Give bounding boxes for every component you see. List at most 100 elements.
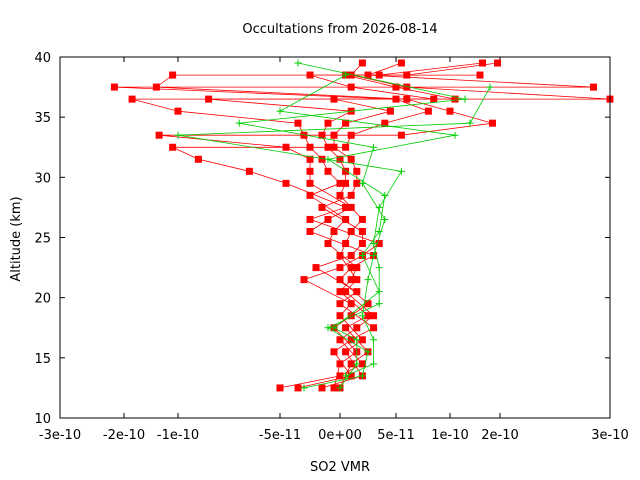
data-point bbox=[347, 336, 355, 344]
data-point bbox=[342, 372, 350, 380]
data-point bbox=[375, 264, 383, 272]
data-point bbox=[336, 300, 344, 308]
data-point bbox=[347, 155, 355, 163]
data-point bbox=[342, 119, 350, 127]
data-point bbox=[342, 71, 350, 79]
data-point bbox=[300, 384, 308, 392]
x-tick-label: -5e-11 bbox=[259, 428, 301, 443]
x-tick-label: 3e-10 bbox=[591, 428, 629, 443]
y-tick-label: 35 bbox=[34, 111, 51, 126]
data-point bbox=[353, 179, 361, 187]
y-tick-label: 30 bbox=[34, 171, 51, 186]
data-point bbox=[324, 215, 332, 223]
data-point bbox=[245, 167, 253, 175]
data-point bbox=[342, 179, 350, 187]
data-point bbox=[358, 215, 366, 223]
data-point bbox=[342, 288, 350, 296]
data-point bbox=[324, 324, 332, 332]
data-point bbox=[358, 336, 366, 344]
data-point bbox=[294, 384, 302, 392]
data-point bbox=[306, 227, 314, 235]
data-point bbox=[397, 131, 405, 139]
data-point bbox=[347, 312, 355, 320]
data-point bbox=[392, 83, 400, 91]
x-axis-label: SO2 VMR bbox=[310, 460, 370, 475]
data-point bbox=[353, 336, 361, 344]
data-point bbox=[403, 83, 411, 91]
data-point bbox=[330, 95, 338, 103]
data-point bbox=[370, 240, 378, 248]
data-point bbox=[306, 143, 314, 151]
data-point bbox=[347, 203, 355, 211]
data-point bbox=[375, 288, 383, 296]
data-point bbox=[205, 95, 213, 103]
chart-title: Occultations from 2026-08-14 bbox=[242, 22, 437, 37]
data-point bbox=[397, 59, 405, 67]
data-point bbox=[174, 131, 182, 139]
data-point bbox=[318, 384, 326, 392]
data-point bbox=[330, 384, 338, 392]
series-line bbox=[239, 62, 466, 377]
series-line bbox=[278, 74, 456, 389]
data-point bbox=[375, 203, 383, 211]
x-tick-label: 2e-10 bbox=[481, 428, 519, 443]
data-point bbox=[342, 348, 350, 356]
data-point bbox=[347, 71, 355, 79]
data-point bbox=[446, 107, 454, 115]
series-1 bbox=[110, 59, 614, 392]
data-point bbox=[347, 300, 355, 308]
data-point bbox=[330, 131, 338, 139]
y-tick-label: 25 bbox=[34, 232, 51, 247]
data-point bbox=[330, 143, 338, 151]
data-point bbox=[336, 179, 344, 187]
data-point bbox=[306, 179, 314, 187]
data-point bbox=[461, 95, 469, 103]
data-point bbox=[353, 288, 361, 296]
data-point bbox=[370, 324, 378, 332]
data-point bbox=[466, 119, 474, 127]
data-point bbox=[169, 143, 177, 151]
plot-frame bbox=[59, 56, 611, 419]
data-point bbox=[336, 264, 344, 272]
data-point bbox=[353, 167, 361, 175]
data-point bbox=[347, 131, 355, 139]
data-point bbox=[342, 215, 350, 223]
data-point bbox=[318, 155, 326, 163]
x-tick-label: 0e+00 bbox=[318, 428, 362, 443]
data-point bbox=[489, 119, 496, 127]
data-point bbox=[364, 312, 372, 320]
data-point bbox=[424, 107, 432, 115]
data-point bbox=[590, 83, 597, 91]
data-point bbox=[430, 95, 438, 103]
data-point bbox=[347, 372, 355, 380]
x-tick-label: 1e-10 bbox=[431, 428, 469, 443]
data-point bbox=[451, 131, 459, 139]
data-point bbox=[370, 360, 378, 368]
data-point bbox=[110, 83, 118, 91]
data-point bbox=[324, 167, 332, 175]
data-point bbox=[364, 348, 372, 356]
data-point bbox=[294, 59, 302, 67]
data-point bbox=[336, 336, 344, 344]
data-point bbox=[364, 71, 372, 79]
data-point bbox=[347, 264, 355, 272]
data-point bbox=[358, 240, 366, 248]
x-tick-label: -3e-10 bbox=[39, 428, 81, 443]
x-tick-label: 5e-11 bbox=[377, 428, 415, 443]
data-point bbox=[370, 143, 378, 151]
data-point bbox=[336, 384, 344, 392]
data-point bbox=[336, 155, 344, 163]
data-point bbox=[342, 167, 350, 175]
data-point bbox=[336, 252, 344, 260]
data-point bbox=[476, 71, 484, 79]
data-point bbox=[364, 276, 372, 284]
data-point bbox=[294, 119, 302, 127]
data-point bbox=[403, 95, 411, 103]
data-point bbox=[306, 71, 314, 79]
data-point bbox=[318, 131, 326, 139]
data-point bbox=[375, 227, 383, 235]
data-point bbox=[276, 107, 284, 115]
data-point bbox=[494, 59, 501, 67]
data-point bbox=[479, 59, 486, 67]
axes: -3e-10 -2e-10 -1e-10 -5e-11 0e+00 5e-11 1e-10 2… bbox=[34, 51, 628, 443]
